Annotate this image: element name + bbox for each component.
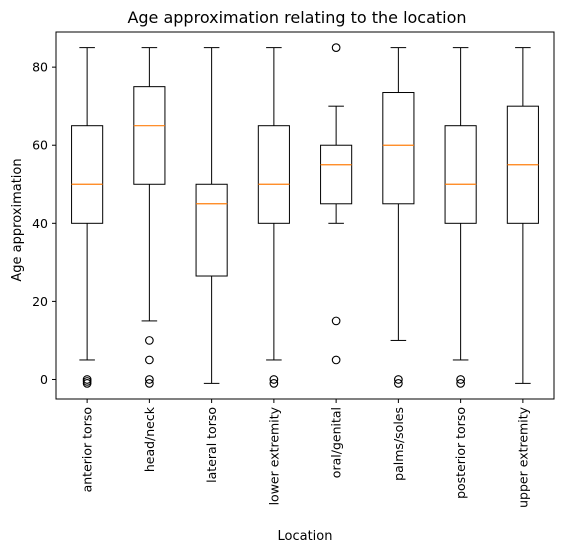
outlier-point <box>269 375 279 384</box>
x-tick-label: lower extremity <box>266 406 281 505</box>
box-iqr <box>133 86 166 185</box>
y-axis-label: Age approximation <box>10 158 25 281</box>
outlier-point <box>82 379 92 388</box>
outlier-point <box>145 379 154 388</box>
x-axis-label: Location <box>278 529 333 544</box>
outlier-point <box>456 375 465 384</box>
outlier-point <box>145 336 154 345</box>
outlier-point <box>456 379 465 388</box>
outlier-point <box>394 375 403 384</box>
x-tick-label: lateral torso <box>204 407 219 483</box>
outlier-point <box>145 375 154 384</box>
box-iqr <box>382 92 415 205</box>
y-tick-label: 40 <box>32 216 48 231</box>
y-tick-label: 20 <box>32 294 48 309</box>
box-iqr <box>195 183 228 277</box>
plot-area: 0 20 40 60 80 anterior torso head/neck lateral … <box>32 31 555 508</box>
box-iqr <box>257 125 290 224</box>
outlier-point <box>269 379 279 388</box>
x-tick-label: anterior torso <box>80 407 95 492</box>
x-tick-label: oral/genital <box>329 407 344 478</box>
y-tick-label: 60 <box>32 138 48 153</box>
x-tick-label: posterior torso <box>453 407 468 499</box>
y-tick-label: 0 <box>40 372 48 387</box>
outlier-point <box>394 379 403 388</box>
x-tick-label: head/neck <box>142 406 157 472</box>
axes-frame <box>55 31 555 400</box>
x-tick-label: palms/soles <box>391 407 406 481</box>
outlier-point <box>331 43 341 52</box>
box-iqr <box>444 125 477 224</box>
outlier-point <box>331 355 341 365</box>
chart-title: Age approximation relating to the locati… <box>127 8 466 27</box>
outlier-point <box>331 316 341 326</box>
box-iqr <box>71 125 104 224</box>
y-tick-label: 80 <box>32 60 48 75</box>
outlier-point <box>145 355 154 365</box>
box-iqr <box>320 144 353 205</box>
x-tick-label: upper extremity <box>515 406 530 507</box>
